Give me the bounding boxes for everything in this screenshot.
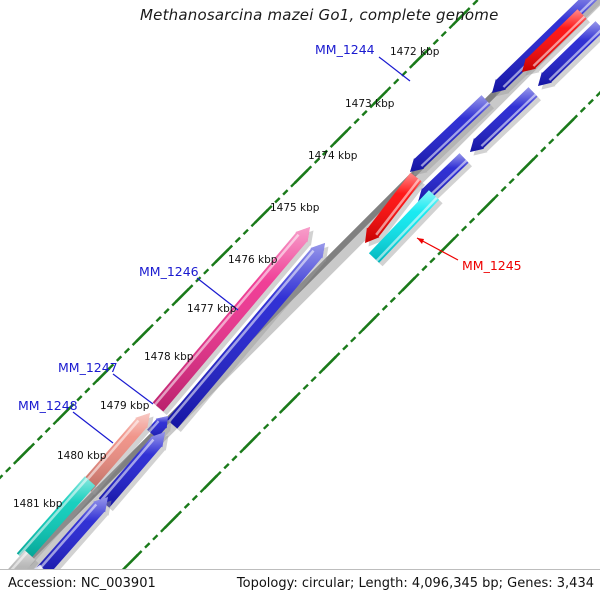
gene-blue-mid[interactable]	[166, 243, 329, 432]
gene-mm1247-small-highlight	[148, 420, 160, 433]
axis-tick-label-5: 1477 kbp	[187, 303, 237, 315]
status-bar: Accession: NC_003901 Topology: circular;…	[0, 569, 600, 600]
axis-tick-label-3: 1475 kbp	[270, 202, 320, 214]
axis-tick-label-1: 1473 kbp	[345, 98, 395, 110]
leader-arrowhead	[417, 238, 424, 244]
gene-mm1248-salmon-highlight	[82, 419, 140, 486]
gene-teal-shading	[16, 476, 96, 563]
gene-blue-lower-3-highlight	[428, 159, 468, 197]
gene-blue-bottom-shading	[35, 497, 109, 578]
gene-cyan-main-highlight	[375, 196, 438, 262]
gene-cyan-main-shading	[368, 190, 440, 263]
leader-mm_1245	[416, 237, 459, 261]
gene-blue-lower-mid-highlight	[100, 438, 155, 502]
gene-blue-bottom[interactable]	[35, 497, 112, 582]
gene-teal[interactable]	[16, 476, 99, 567]
gene-blue-mid-highlight	[168, 249, 315, 423]
axis-tick-label-9: 1481 kbp	[13, 498, 63, 510]
axis-tick-label-2: 1474 kbp	[308, 150, 358, 162]
gene-mm1246-pink-shading	[152, 227, 310, 412]
leader-mm_1248	[72, 411, 114, 444]
gene-mm1246-pink-highlight	[154, 233, 300, 406]
gene-blue-lower-1-highlight	[548, 29, 600, 81]
gene-blue-mid-shading	[166, 243, 325, 429]
gene-blue-bottom-highlight	[37, 503, 98, 572]
gene-mm1246-pink[interactable]	[152, 227, 314, 415]
leader-mm_1247	[112, 373, 154, 405]
gene-mm1245-red-highlight	[532, 15, 586, 67]
gene-blue-lower-2-highlight	[480, 93, 537, 147]
gene-blue-upper-2[interactable]	[410, 95, 494, 176]
gene-blue-lower-1[interactable]	[538, 21, 600, 90]
gene-label-mm_1247[interactable]: MM_1247	[58, 360, 118, 375]
gene-blue-lower-2-shading	[470, 87, 538, 152]
leader-mm_1244	[378, 56, 411, 82]
gene-mm1247-small-shading	[147, 416, 168, 439]
gene-red-main-shading	[365, 172, 422, 243]
label-leader-lines	[72, 56, 459, 444]
gene-red-main-highlight	[375, 178, 420, 236]
gene-teal-highlight	[18, 477, 89, 557]
axis-tick-label-4: 1476 kbp	[228, 254, 278, 266]
gene-cyan-main[interactable]	[368, 190, 443, 267]
gene-blue-lower-2[interactable]	[470, 87, 541, 156]
gene-label-mm_1246[interactable]: MM_1246	[139, 264, 199, 279]
gene-label-mm_1248[interactable]: MM_1248	[18, 398, 78, 413]
gene-blue-lower-mid-shading	[98, 432, 165, 508]
axis-tick-label-8: 1480 kbp	[57, 450, 107, 462]
genome-summary-text: Topology: circular; Length: 4,096,345 bp…	[236, 576, 594, 591]
gene-blue-lower-3[interactable]	[418, 153, 472, 206]
gene-red-main[interactable]	[365, 172, 425, 247]
gene-mm1245-red-shading	[522, 9, 587, 73]
gene-blue-lower-3-shading	[418, 153, 469, 202]
gene-label-mm_1245[interactable]: MM_1245	[462, 258, 522, 273]
gene-mm1248-salmon-shading	[80, 413, 150, 492]
gene-label-mm_1244[interactable]: MM_1244	[315, 42, 375, 57]
leader-mm_1246	[196, 277, 239, 311]
accession-text: Accession: NC_003901	[8, 576, 156, 591]
gene-blue-upper-2-shading	[410, 95, 491, 172]
gene-mm1248-salmon[interactable]	[80, 413, 154, 496]
gene-mm1245-red[interactable]	[522, 9, 590, 76]
gene-blue-lower-1-shading	[538, 21, 600, 86]
axis-tick-label-7: 1479 kbp	[100, 400, 150, 412]
axis-tick-label-0: 1472 kbp	[390, 46, 440, 58]
axis-tick-label-6: 1478 kbp	[144, 351, 194, 363]
gene-blue-lower-mid[interactable]	[98, 432, 169, 512]
page-title: Methanosarcina mazei Go1, complete genom…	[140, 6, 499, 24]
gene-blue-upper-2-highlight	[420, 101, 490, 167]
